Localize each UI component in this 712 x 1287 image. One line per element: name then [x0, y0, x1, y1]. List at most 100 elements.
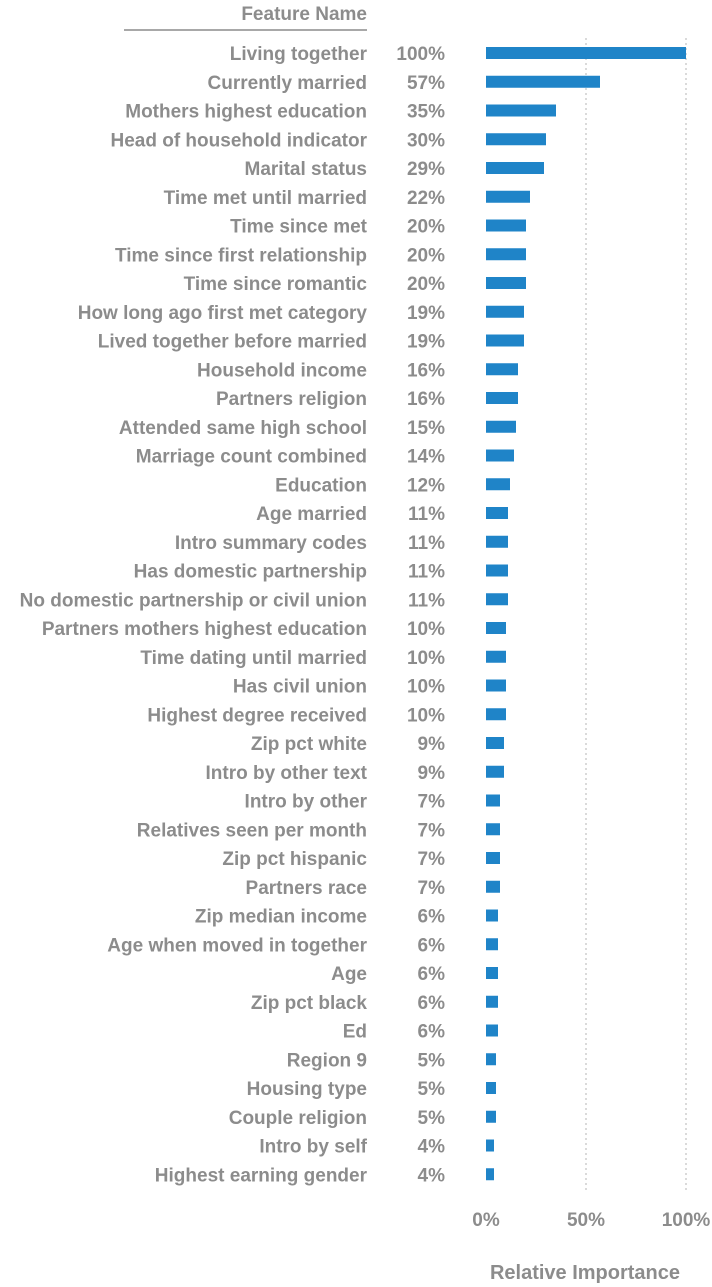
feature-label: Intro summary codes	[175, 533, 367, 554]
bar	[486, 967, 498, 979]
feature-label: How long ago first met category	[78, 303, 368, 324]
bar	[486, 995, 498, 1008]
value-label: 9%	[418, 734, 446, 755]
value-label: 20%	[407, 245, 445, 266]
feature-label: No domestic partnership or civil union	[20, 590, 367, 611]
x-axis-label: Relative Importance	[490, 1262, 680, 1284]
value-label: 16%	[407, 360, 445, 381]
feature-label: Zip median income	[195, 907, 367, 928]
feature-label: Intro by self	[259, 1137, 367, 1158]
bar	[486, 420, 516, 433]
bar	[486, 478, 510, 491]
x-tick-label: 100%	[662, 1210, 711, 1231]
feature-label: Time met until married	[164, 188, 367, 209]
feature-label: Partners religion	[216, 389, 367, 410]
value-label: 7%	[418, 849, 446, 870]
value-label: 7%	[418, 792, 446, 813]
value-label: 6%	[418, 935, 446, 956]
value-label: 11%	[408, 590, 445, 611]
feature-label: Highest degree received	[147, 705, 367, 726]
value-label: 11%	[408, 562, 445, 583]
value-label: 30%	[407, 130, 445, 151]
value-label: 5%	[418, 1108, 446, 1129]
feature-label: Time since met	[230, 217, 368, 238]
value-label: 19%	[407, 332, 445, 353]
feature-label: Intro by other	[245, 792, 368, 813]
feature-label: Partners race	[246, 878, 367, 899]
feature-label: Housing type	[247, 1079, 367, 1100]
bar	[486, 449, 514, 462]
x-tick-label: 50%	[567, 1210, 605, 1231]
bar	[486, 909, 498, 922]
bar	[486, 47, 686, 59]
bar	[486, 622, 506, 634]
value-label: 10%	[407, 677, 445, 698]
feature-label: Has domestic partnership	[134, 562, 367, 583]
bar	[486, 363, 518, 376]
value-label: 6%	[418, 993, 446, 1014]
bar-rows: Living together 100% Currently married 57% M…	[20, 44, 686, 1186]
bar	[486, 679, 506, 692]
feature-label: Lived together before married	[98, 332, 367, 353]
feature-label: Age	[331, 964, 367, 985]
bar	[486, 1168, 494, 1181]
feature-label: Highest earning gender	[155, 1165, 368, 1186]
value-label: 22%	[407, 188, 445, 209]
bar	[486, 794, 500, 807]
bar	[486, 938, 498, 951]
value-label: 16%	[407, 389, 445, 410]
value-label: 10%	[407, 705, 445, 726]
feature-label: Living together	[230, 44, 368, 65]
bar	[486, 75, 600, 88]
value-label: 11%	[408, 533, 445, 554]
feature-label: Ed	[343, 1022, 367, 1043]
feature-label: Attended same high school	[119, 418, 367, 439]
x-axis-ticks: 0% 50% 100%	[472, 1210, 710, 1231]
bar	[486, 535, 508, 548]
feature-label: Zip pct hispanic	[222, 849, 367, 870]
value-label: 20%	[407, 217, 445, 238]
value-label: 5%	[418, 1079, 446, 1100]
feature-label: Education	[275, 475, 367, 496]
value-label: 57%	[407, 73, 445, 94]
bar	[486, 1082, 496, 1094]
value-label: 7%	[418, 820, 446, 841]
bar	[486, 133, 546, 146]
feature-label: Household income	[197, 360, 367, 381]
bar	[486, 248, 526, 261]
column-header: Feature Name	[241, 4, 367, 25]
bar	[486, 708, 506, 721]
feature-label: Mothers highest education	[125, 102, 367, 123]
value-label: 10%	[407, 619, 445, 640]
value-label: 12%	[407, 475, 445, 496]
value-label: 11%	[408, 504, 445, 525]
bar	[486, 737, 504, 749]
bar	[486, 823, 500, 836]
feature-label: Time since romantic	[184, 274, 368, 295]
bar	[486, 1139, 494, 1152]
value-label: 100%	[396, 44, 445, 65]
value-label: 20%	[407, 274, 445, 295]
value-label: 29%	[407, 159, 445, 180]
feature-label: Currently married	[208, 73, 367, 94]
bar	[486, 392, 518, 404]
value-label: 9%	[418, 763, 446, 784]
feature-label: Intro by other text	[205, 763, 367, 784]
value-label: 7%	[418, 878, 446, 899]
value-label: 6%	[418, 907, 446, 928]
value-label: 4%	[418, 1165, 446, 1186]
feature-label: Couple religion	[229, 1108, 367, 1129]
bar	[486, 219, 526, 232]
bar	[486, 334, 524, 347]
feature-label: Partners mothers highest education	[42, 619, 367, 640]
bar	[486, 104, 556, 117]
value-label: 19%	[407, 303, 445, 324]
bar	[486, 852, 500, 864]
x-tick-label: 0%	[472, 1210, 500, 1231]
value-label: 35%	[407, 102, 445, 123]
value-label: 4%	[418, 1137, 446, 1158]
feature-label: Zip pct black	[251, 993, 368, 1014]
bar	[486, 190, 530, 203]
feature-label: Region 9	[287, 1050, 367, 1071]
